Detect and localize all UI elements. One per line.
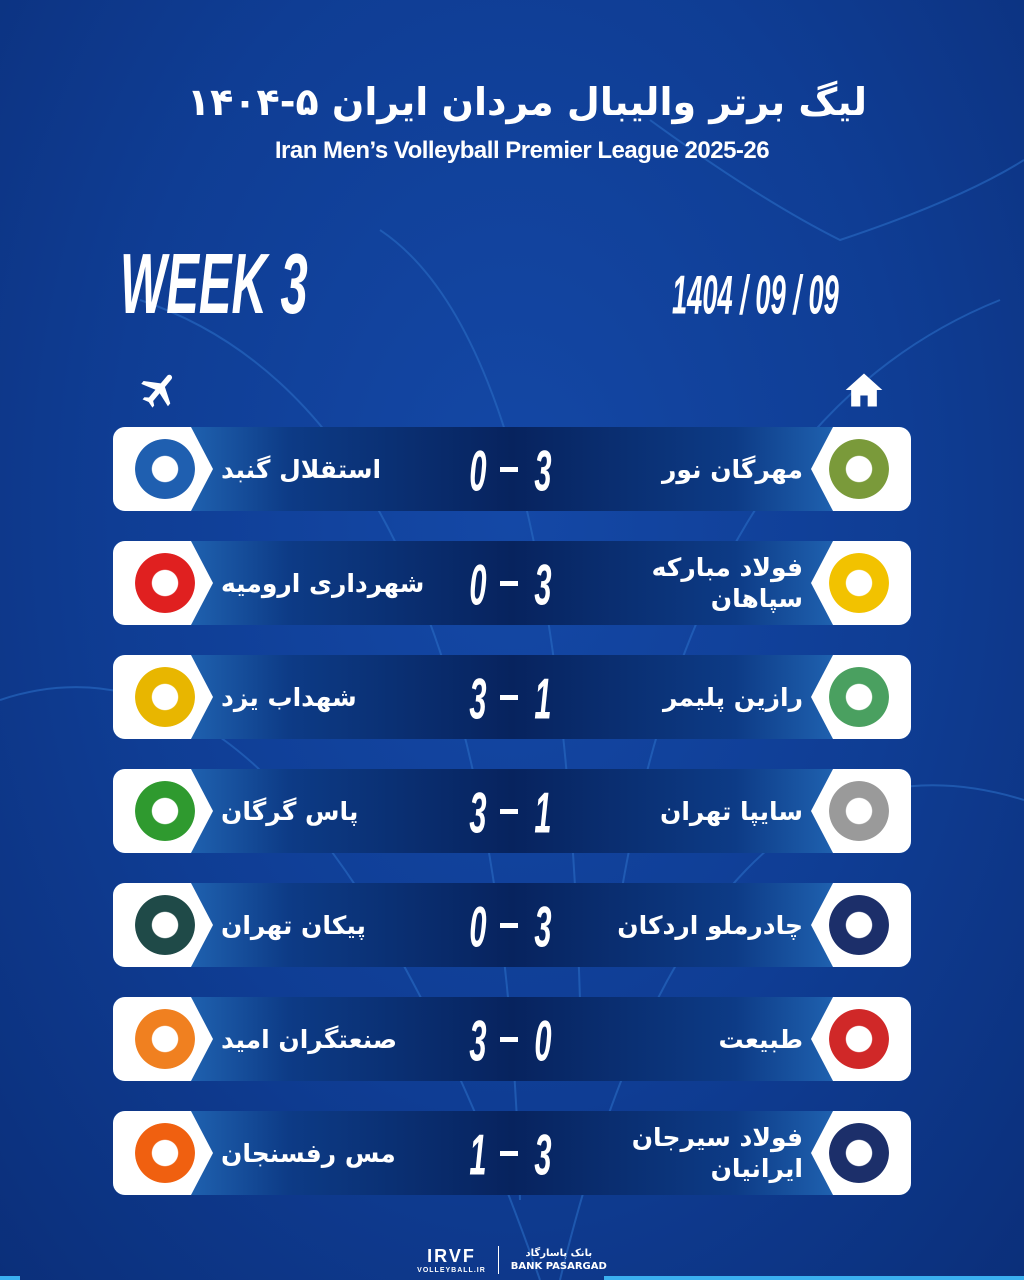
score-right: 0	[534, 1009, 552, 1074]
score-right: 3	[534, 1123, 552, 1188]
title-english: Iran Men’s Volleyball Premier League 202…	[274, 137, 770, 164]
score-right: 3	[534, 439, 552, 504]
away-logo-plate	[113, 997, 213, 1081]
away-logo-plate	[113, 427, 213, 511]
away-team-name: پاس گرگان	[221, 796, 359, 826]
home-logo-plate	[811, 541, 911, 625]
score-left: 0	[469, 439, 487, 504]
away-team-logo	[135, 781, 195, 841]
away-team-name: مس رفسنجان	[221, 1138, 396, 1168]
away-logo-plate	[113, 541, 213, 625]
away-logo-plate	[113, 769, 213, 853]
divider	[497, 1246, 499, 1274]
score-left: 3	[469, 1009, 487, 1074]
away-team-logo	[135, 1123, 195, 1183]
score-dash	[500, 923, 518, 928]
score-dash	[500, 1151, 518, 1156]
home-logo-plate	[811, 1111, 911, 1195]
title-persian: لیگ برتر والیبال مردان ایران ۵-۱۴۰۴	[186, 80, 868, 124]
week-label: WEEK 3	[120, 236, 308, 332]
away-team-logo	[135, 1009, 195, 1069]
score-left: 3	[469, 781, 487, 846]
home-team-logo	[829, 1009, 889, 1069]
score-right: 1	[534, 667, 552, 732]
score-right: 3	[534, 895, 552, 960]
match-row[interactable]: شهرداری ارومیه 0 3 فولاد مبارکه سپاهان	[113, 541, 911, 625]
away-team-logo	[135, 667, 195, 727]
score-left: 1	[469, 1123, 487, 1188]
score-dash	[500, 1037, 518, 1042]
home-logo-plate	[811, 883, 911, 967]
accent-bar	[604, 1276, 1024, 1280]
home-team-logo	[829, 895, 889, 955]
match-date: 1404 / 09 / 09	[672, 264, 839, 326]
away-team-name: شهداب یزد	[221, 682, 357, 712]
away-team-name: پیکان تهران	[221, 910, 366, 940]
home-logo-plate	[811, 769, 911, 853]
score-right: 3	[534, 553, 552, 618]
away-logo-plate	[113, 655, 213, 739]
home-logo-plate	[811, 997, 911, 1081]
bank-pasargad-logo: بانک پاسارگاد BANK PASARGAD	[510, 1248, 607, 1272]
away-team-name: صنعتگران امید	[221, 1024, 398, 1054]
away-logo-plate	[113, 883, 213, 967]
score-dash	[500, 695, 518, 700]
away-logo-plate	[113, 1111, 213, 1195]
match-row[interactable]: پیکان تهران 0 3 چادرملو اردکان	[113, 883, 911, 967]
home-team-name: سایپا تهران	[659, 796, 803, 826]
match-row[interactable]: شهداب یزد 3 1 رازین پلیمر	[113, 655, 911, 739]
score-left: 3	[469, 667, 487, 732]
footer-logos: IRVF VOLLEYBALL.IR بانک پاسارگاد BANK PASA…	[0, 1246, 1024, 1274]
score-right: 1	[534, 781, 552, 846]
accent-bar	[0, 1276, 20, 1280]
score-dash	[500, 809, 518, 814]
home-logo-plate	[811, 427, 911, 511]
home-team-name: فولاد مبارکه سپاهان	[651, 553, 803, 613]
home-logo-plate	[811, 655, 911, 739]
home-team-name: طبیعت	[718, 1024, 803, 1054]
match-row[interactable]: استقلال گنبد 0 3 مهرگان نور	[113, 427, 911, 511]
airplane-icon	[141, 374, 173, 408]
home-team-logo	[829, 667, 889, 727]
score-left: 0	[469, 553, 487, 618]
home-team-logo	[829, 553, 889, 613]
away-team-name: شهرداری ارومیه	[221, 568, 425, 598]
home-team-logo	[829, 439, 889, 499]
score-dash	[500, 581, 518, 586]
away-team-logo	[135, 439, 195, 499]
home-team-logo	[829, 781, 889, 841]
irvf-logo: IRVF VOLLEYBALL.IR	[417, 1245, 486, 1274]
score-dash	[500, 467, 518, 472]
home-team-logo	[829, 1123, 889, 1183]
home-team-name: مهرگان نور	[662, 454, 803, 484]
match-row[interactable]: مس رفسنجان 1 3 فولاد سیرجان ایرانیان	[113, 1111, 911, 1195]
away-team-name: استقلال گنبد	[221, 454, 382, 484]
score-left: 0	[469, 895, 487, 960]
home-icon	[845, 373, 883, 407]
home-team-name: رازین پلیمر	[662, 682, 803, 712]
match-row[interactable]: صنعتگران امید 3 0 طبیعت	[113, 997, 911, 1081]
home-team-name: فولاد سیرجان ایرانیان	[631, 1123, 803, 1183]
away-team-logo	[135, 895, 195, 955]
match-row[interactable]: پاس گرگان 3 1 سایپا تهران	[113, 769, 911, 853]
away-team-logo	[135, 553, 195, 613]
home-team-name: چادرملو اردکان	[617, 910, 803, 940]
